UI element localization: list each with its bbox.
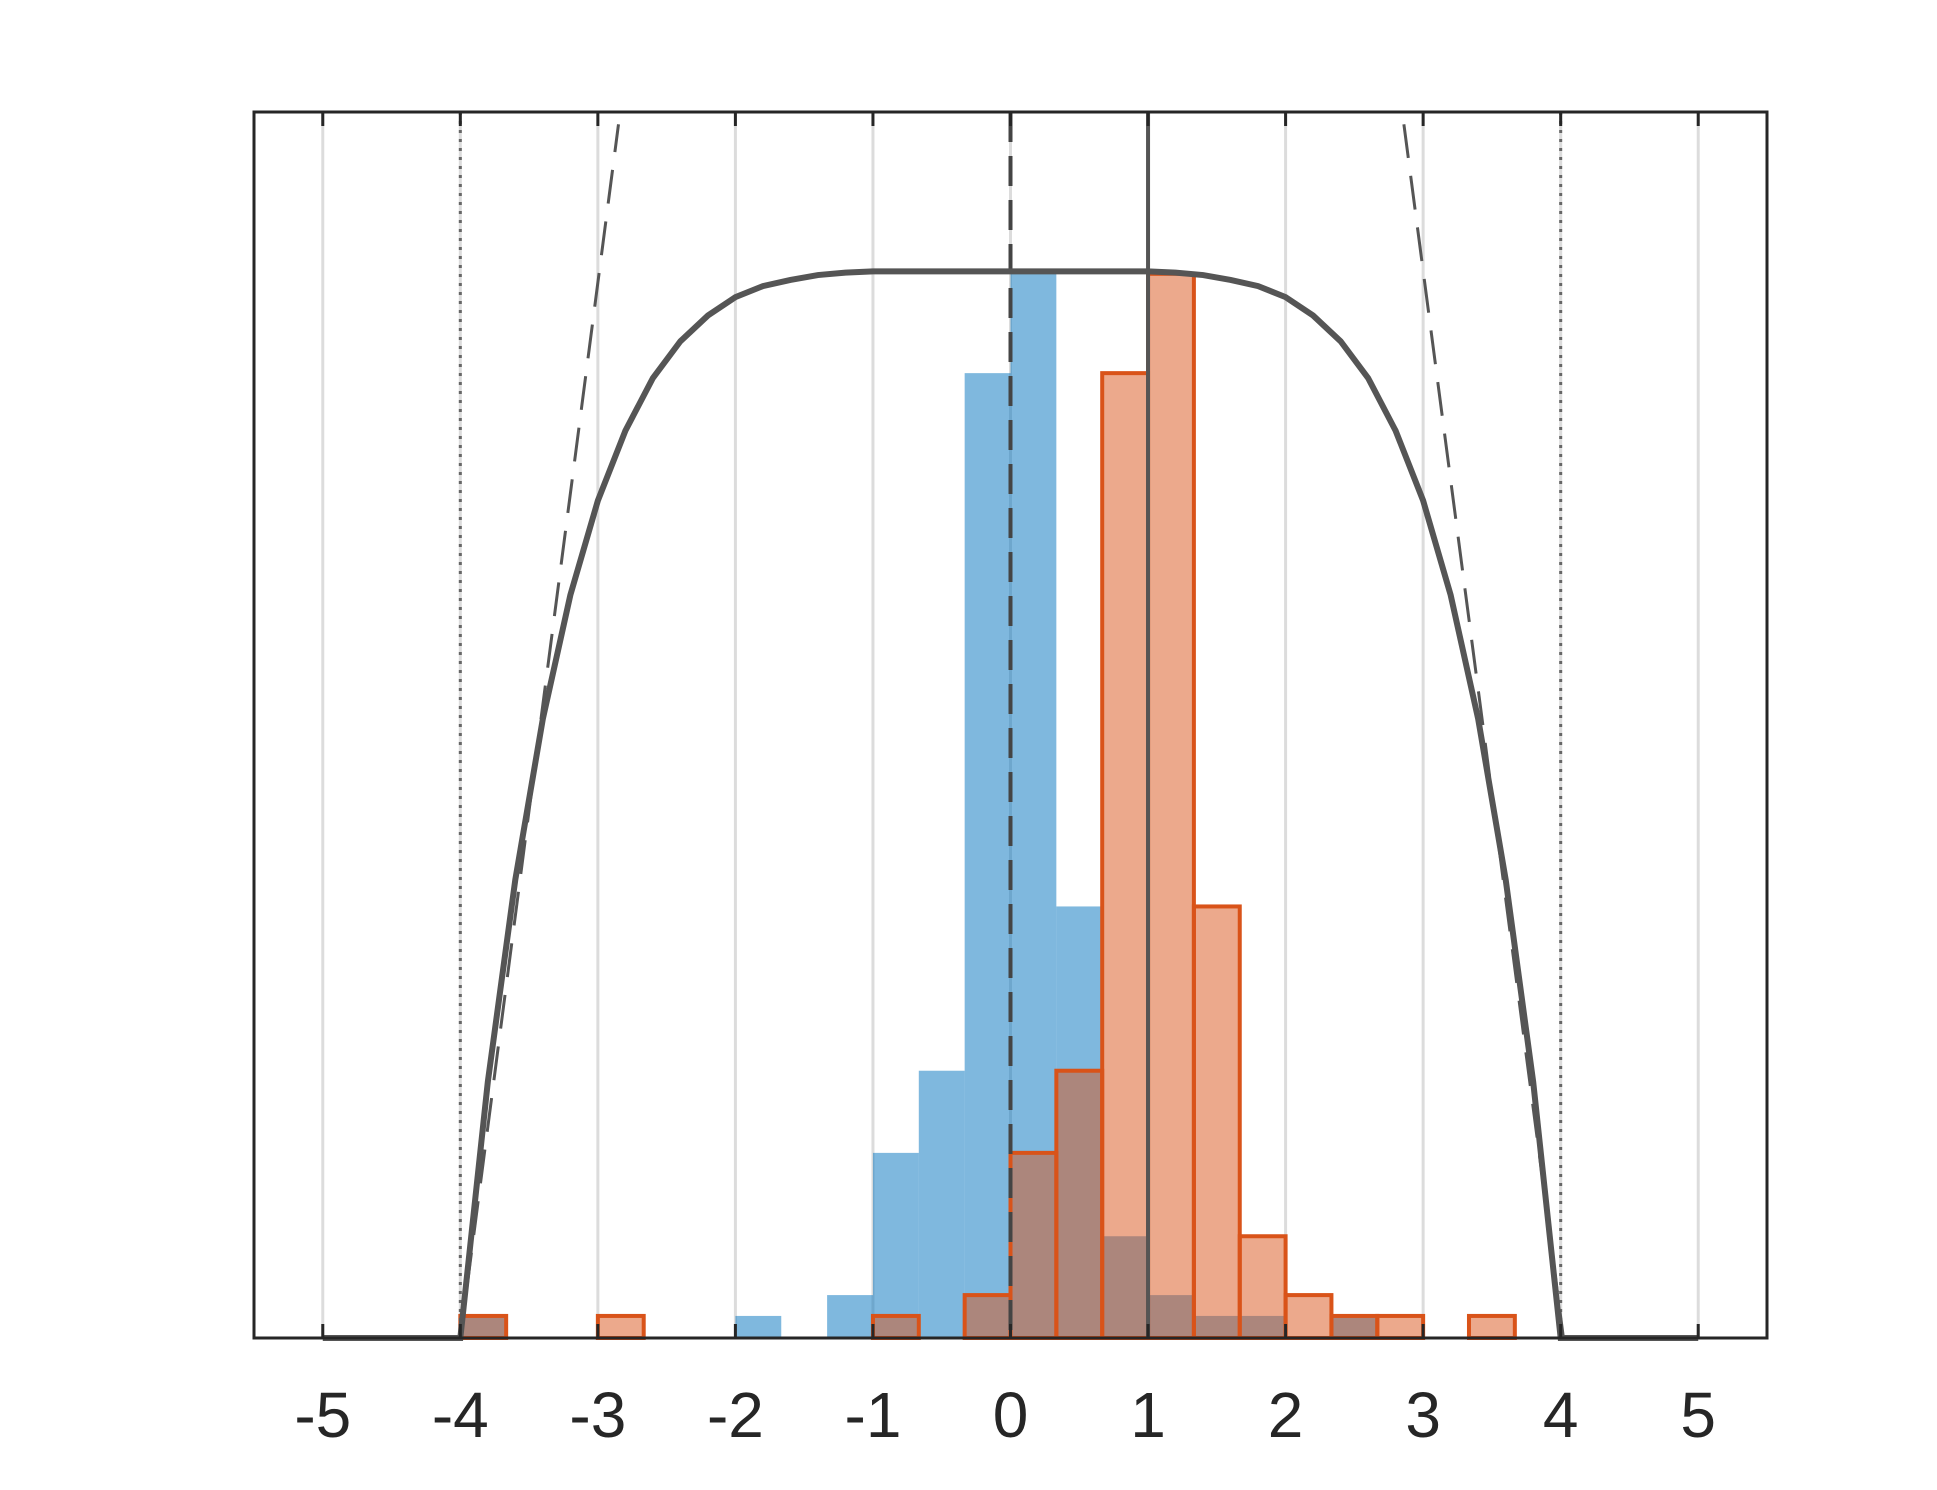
- x-tick-label: 4: [1543, 1379, 1579, 1451]
- dashed-curve: [458, 124, 620, 1339]
- histogram-bar: [870, 1313, 921, 1341]
- dashed-curve: [1402, 124, 1565, 1339]
- x-tick-label: 0: [993, 1379, 1029, 1451]
- histogram-bar: [962, 1293, 1013, 1340]
- x-tick-label: 1: [1130, 1379, 1166, 1451]
- histogram-bar: [1329, 1313, 1380, 1341]
- x-tick-label: -5: [294, 1379, 351, 1451]
- histogram-bar: [964, 373, 1011, 1338]
- x-tick-label: -1: [845, 1379, 902, 1451]
- histogram-bar: [1466, 1313, 1517, 1341]
- histogram-bar: [1283, 1293, 1334, 1340]
- x-tick-label: -2: [707, 1379, 764, 1451]
- histogram-bar: [1054, 1068, 1105, 1341]
- histogram-bar: [918, 1070, 965, 1338]
- histogram-bar: [595, 1313, 646, 1341]
- histogram-bar: [1146, 271, 1196, 1340]
- histogram-bar: [458, 1313, 509, 1341]
- x-tick-label: 2: [1268, 1379, 1304, 1451]
- histogram-bar: [872, 1152, 919, 1338]
- x-tick-label: -3: [569, 1379, 626, 1451]
- histogram-bar: [1100, 371, 1151, 1340]
- histogram-bar: [1191, 904, 1242, 1340]
- x-tick-label: 5: [1680, 1379, 1716, 1451]
- histogram-bar: [1237, 1234, 1288, 1340]
- x-tick-label: 3: [1405, 1379, 1441, 1451]
- histogram-bar: [735, 1315, 782, 1338]
- histogram-bar: [827, 1295, 873, 1338]
- histogram-bar: [1375, 1313, 1426, 1341]
- curve: [322, 268, 1699, 1341]
- histogram-bar: [1008, 1150, 1059, 1341]
- x-tick-label: -4: [432, 1379, 489, 1451]
